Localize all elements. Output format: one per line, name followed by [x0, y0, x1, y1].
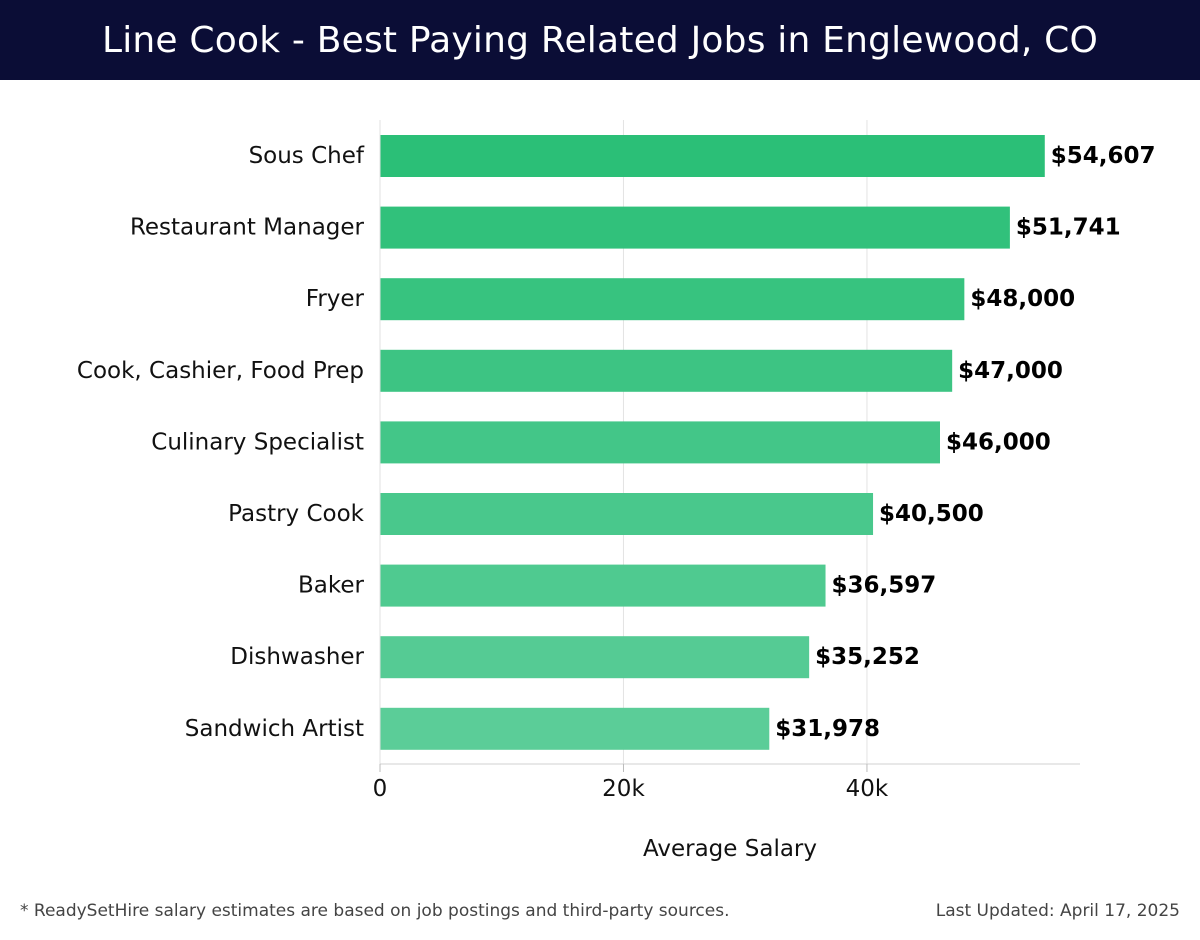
category-label: Cook, Cashier, Food Prep [77, 358, 364, 384]
category-label: Sandwich Artist [185, 716, 364, 742]
bar [380, 135, 1045, 177]
category-label: Dishwasher [230, 644, 364, 670]
bar [380, 349, 953, 392]
category-label: Restaurant Manager [130, 215, 365, 241]
value-label: $54,607 [1051, 143, 1156, 169]
category-label: Culinary Specialist [151, 429, 364, 455]
bar [380, 493, 874, 535]
bars [380, 135, 1045, 750]
footnote: * ReadySetHire salary estimates are base… [20, 901, 730, 921]
chart-title: Line Cook - Best Paying Related Jobs in … [101, 19, 1099, 61]
labels: Sous Chef $54,607 Restaurant Manager $51,74… [77, 143, 1156, 742]
x-tick-label: 0 [373, 776, 388, 802]
x-axis: 0 20k 40k Average Salary [373, 120, 1080, 862]
last-updated: Last Updated: April 17, 2025 [935, 901, 1180, 921]
value-label: $40,500 [879, 501, 984, 527]
value-label: $48,000 [970, 286, 1075, 312]
value-label: $36,597 [832, 573, 937, 599]
category-label: Pastry Cook [228, 501, 365, 527]
bar [380, 636, 810, 679]
x-axis-title: Average Salary [643, 836, 817, 862]
bar [380, 707, 770, 750]
bar [380, 206, 1010, 249]
value-label: $47,000 [958, 358, 1063, 384]
x-tick-label: 40k [846, 776, 889, 802]
value-label: $31,978 [775, 716, 880, 742]
category-label: Fryer [306, 286, 365, 312]
category-label: Sous Chef [249, 143, 365, 169]
title-bar: Line Cook - Best Paying Related Jobs in … [0, 0, 1200, 80]
value-label: $46,000 [946, 429, 1051, 455]
bar [380, 278, 965, 321]
category-label: Baker [298, 573, 365, 599]
value-label: $51,741 [1016, 215, 1121, 241]
bar [380, 564, 826, 607]
bar [380, 421, 940, 464]
value-label: $35,252 [815, 644, 920, 670]
x-tick-label: 20k [602, 776, 645, 802]
